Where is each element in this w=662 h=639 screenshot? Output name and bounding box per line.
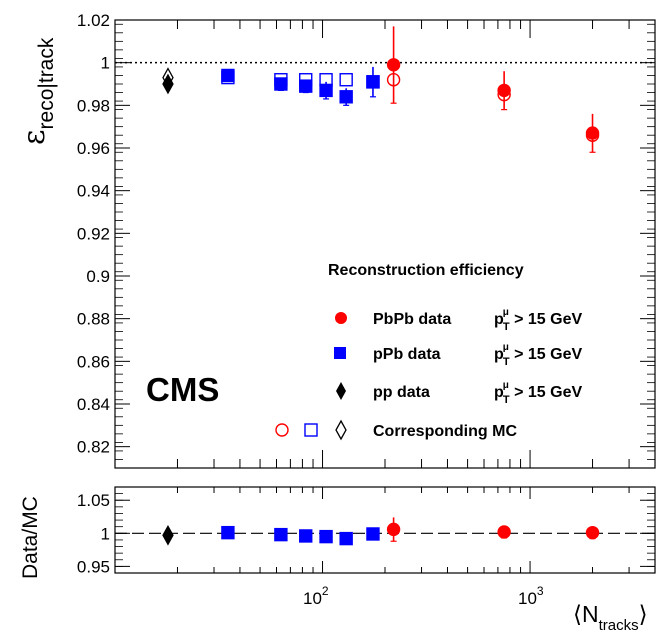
ratio-point-pbpb: [585, 525, 600, 540]
main-y-tick-label: 0.9: [86, 267, 110, 286]
main-point-ppb-data: [299, 79, 313, 93]
main-y-ticks: 0.82 0.84 0.86 0.88 0.9 0.92 0.94 0.96 0.98 1 1.02: [77, 11, 655, 469]
legend-label-pp: pp data: [373, 384, 430, 401]
x-tick-label-100: 102: [303, 584, 329, 608]
legend-cut-pbpb: pμ T > 15 GeV: [494, 307, 582, 333]
x-tick-label-1000: 103: [518, 584, 544, 608]
legend-cut-ppb: pμ T > 15 GeV: [494, 342, 582, 368]
ratio-point-ppb: [221, 525, 235, 540]
legend-marker-pbpb: [335, 312, 347, 324]
main-y-tick-label: 0.88: [77, 310, 110, 329]
main-y-tick-label: 0.94: [77, 182, 110, 201]
ratio-point-ppb: [299, 529, 313, 543]
ratio-point-ppb: [339, 531, 353, 546]
ratio-point-pbpb: [386, 522, 401, 537]
main-y-tick-label: 0.86: [77, 352, 110, 371]
ratio-panel-frame: [114, 486, 656, 574]
main-point-ppb-data: [221, 68, 235, 83]
legend-label-ppb: pPb data: [373, 346, 441, 363]
legend-label-mc: Corresponding MC: [373, 423, 517, 440]
ratio-y-axis-title: Data/MC: [19, 496, 42, 579]
y-axis-title: εreco|track: [17, 37, 58, 145]
main-y-tick-label: 0.92: [77, 224, 110, 243]
main-point-pbpb-data: [497, 83, 511, 98]
experiment-label: CMS: [146, 371, 219, 408]
main-point-ppb-mc: [339, 73, 353, 87]
main-point-pp-data: [162, 73, 174, 95]
ratio-point-ppb: [319, 529, 333, 544]
legend-marker-ppb: [334, 347, 346, 359]
ratio-y-tick-label: 1: [101, 524, 110, 543]
main-y-tick-label: 0.98: [77, 96, 110, 115]
main-y-tick-label: 1: [101, 54, 110, 73]
main-point-pbpb-data: [386, 58, 401, 72]
ratio-y-ticks: 0.95 1 1.05: [77, 486, 655, 576]
legend: Reconstruction efficiency PbPb data pμ T …: [275, 262, 582, 441]
legend-cut-pp: pμ T > 15 GeV: [494, 380, 582, 406]
ratio-point-pbpb: [497, 525, 511, 539]
legend-label-pbpb: PbPb data: [373, 311, 451, 328]
main-point-pbpb-data: [585, 126, 600, 140]
ratio-data-points: [162, 517, 600, 546]
legend-title: Reconstruction efficiency: [328, 262, 524, 279]
ratio-point-ppb: [274, 527, 288, 542]
main-point-ppb-data: [339, 90, 353, 104]
main-point-ppb-data: [274, 77, 288, 91]
main-y-tick-label: 0.82: [77, 438, 110, 457]
main-point-ppb-data: [319, 83, 333, 98]
legend-marker-mc-diamond: [335, 419, 347, 441]
legend-marker-mc-square: [304, 423, 318, 437]
main-y-tick-label: 0.96: [77, 139, 110, 158]
ratio-point-pp: [162, 524, 174, 546]
legend-marker-mc-circle: [275, 423, 289, 437]
main-data-points: [162, 26, 600, 153]
main-y-tick-label: 1.02: [77, 11, 110, 30]
ratio-y-tick-label: 1.05: [77, 491, 110, 510]
ratio-y-tick-label: 0.95: [77, 557, 110, 576]
ratio-point-ppb: [366, 527, 380, 541]
x-ticks: [114, 20, 656, 573]
legend-marker-pp: [336, 382, 346, 400]
main-y-tick-label: 0.84: [77, 395, 110, 414]
main-point-ppb-data: [366, 75, 380, 89]
x-axis-title: ⟨Ntracks⟩: [573, 601, 648, 634]
